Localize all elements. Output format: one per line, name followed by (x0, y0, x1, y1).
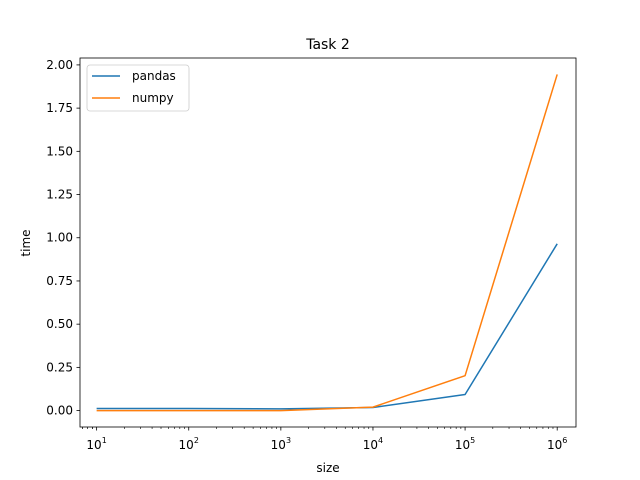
legend: pandas numpy (86, 64, 190, 112)
y-tick-label: 0.00 (46, 404, 73, 418)
x-tick-label: 102 (179, 436, 199, 452)
chart-title: Task 2 (305, 37, 350, 53)
x-tick-label: 106 (547, 436, 567, 452)
x-axis-label: size (316, 461, 339, 475)
x-axis: 101 102 103 104 105 106 (82, 427, 567, 452)
y-tick-label: 1.25 (46, 188, 73, 202)
y-tick-label: 0.50 (46, 317, 73, 331)
plot-area (96, 74, 558, 412)
y-tick-label: 2.00 (46, 58, 73, 72)
y-axis-label: time (19, 229, 33, 256)
y-tick-label: 0.25 (46, 360, 73, 374)
x-tick-label: 105 (455, 436, 475, 452)
series-line-numpy (96, 74, 558, 412)
legend-label-pandas: pandas (132, 69, 176, 83)
y-tick-label: 1.00 (46, 231, 73, 245)
x-tick-label: 101 (86, 436, 106, 452)
y-tick-label: 1.50 (46, 144, 73, 158)
x-tick-label: 103 (271, 436, 291, 452)
x-tick-label: 104 (363, 436, 383, 452)
y-tick-label: 0.75 (46, 274, 73, 288)
y-tick-label: 1.75 (46, 101, 73, 115)
y-axis: 0.00 0.25 0.50 0.75 1.00 1.25 1.50 1.75 2.00 (46, 58, 80, 418)
legend-label-numpy: numpy (132, 91, 174, 105)
axes-frame (79, 57, 577, 428)
